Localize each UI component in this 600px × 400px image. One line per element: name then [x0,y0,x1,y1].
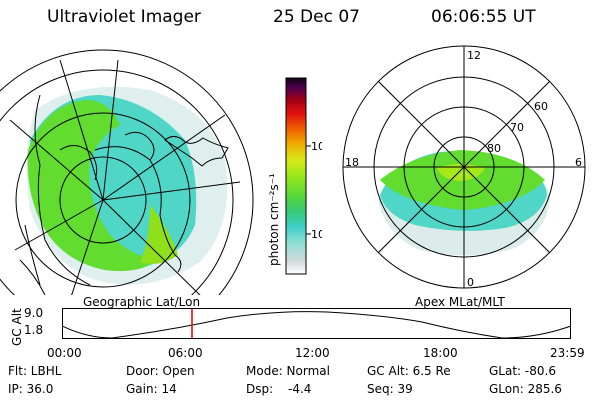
map-horizon-circle [0,49,254,295]
altitude-curve [62,311,572,339]
dsp-value: -4.4 [288,382,312,396]
coastline [19,224,46,295]
coastline [34,94,91,286]
meridian-line [102,181,241,201]
meridian-line [102,59,119,201]
geographic-map-panel [0,49,254,295]
mlt-label-6: 6 [575,156,582,169]
mlat-label-80: 80 [487,142,501,155]
orbit-altitude-timeline [62,308,572,339]
aurora-green-oval [27,100,160,272]
right-panel-caption: Apex MLat/MLT [415,295,505,309]
coastline [94,146,182,273]
colorbar-tick-100: 100 [311,140,322,153]
timeline-xtick-0600: 06:00 [168,346,203,360]
meridian-line [9,119,104,201]
timeline-xtick-0000: 00:00 [47,346,82,360]
door-info: Door: Open [126,364,195,378]
colorbar-tick-10: 10 [311,228,322,241]
mlt-diagonal-line [377,80,551,254]
observation-time: 06:06:55 UT [431,7,536,27]
left-panel-caption: Geographic Lat/Lon [83,295,201,309]
timeline-frame [62,308,571,339]
gc-alt-info: GC Alt: 6.5 Re [367,364,451,378]
colorbar-unit-label: photon cm⁻²s⁻¹ [267,173,281,266]
glon-info: GLon: 285.6 [489,382,562,396]
mlt-label-18: 18 [345,156,359,169]
timeline-xtick-2359: 23:59 [550,346,585,360]
colorbar: 100 10 photon cm⁻²s⁻¹ [267,77,322,275]
meridian-line [14,199,104,251]
latitude-circle [0,69,234,295]
filter-info: Flt: LBHL [8,364,62,378]
mlt-label-12: 12 [467,49,481,62]
observation-date: 25 Dec 07 [273,7,360,27]
timeline-ylabel: GC Alt [10,308,24,346]
meridian-line [102,114,226,201]
mlt-label-0: 0 [467,276,474,289]
glat-info: GLat: -80.6 [489,364,556,378]
latitude-circle [15,112,191,288]
instrument-title: Ultraviolet Imager [47,7,201,27]
coastline [59,145,98,181]
ip-info: IP: 36.0 [8,382,54,396]
mode-info: Mode: Normal [246,364,330,378]
coastline-islands [124,131,229,167]
colorbar-gradient [285,77,307,275]
timeline-xtick-1200: 12:00 [295,346,330,360]
latitude-circle [59,156,147,244]
gain-info: Gain: 14 [126,382,177,396]
aurora-yellow-core [437,164,485,181]
mlat-label-60: 60 [534,100,548,113]
seq-info: Seq: 39 [367,382,413,396]
mlat-label-70: 70 [510,121,524,134]
timeline-xtick-1800: 18:00 [423,346,458,360]
meridian-line [69,199,104,295]
aurora-green-patch [140,205,178,264]
meridian-line [102,199,206,295]
timeline-ytick-bottom: 1.8 [24,323,44,337]
timeline-ytick-top: 9.0 [24,306,44,320]
magnetic-polar-panel: 12 18 6 0 60 70 80 [342,45,586,289]
dsp-label: Dsp: [246,382,274,396]
